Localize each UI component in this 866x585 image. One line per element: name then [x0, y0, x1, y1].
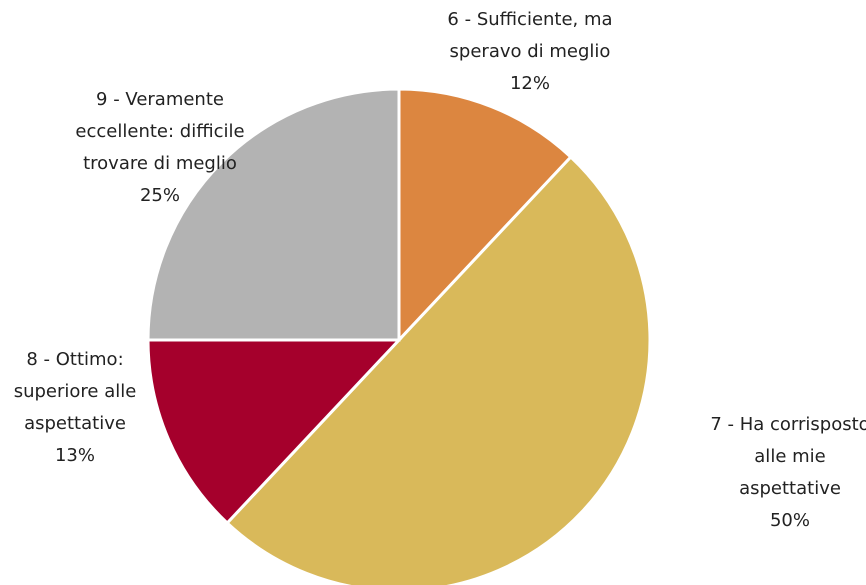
slice-label: 8 - Ottimo: superiore alle aspettative 13…: [1, 344, 149, 472]
value-label: 50%: [769, 510, 810, 531]
value-label: 13%: [54, 445, 95, 466]
slice-label: 7 - Ha corrisposto alle mie aspettative 5…: [703, 409, 866, 537]
pie-slice: [397, 87, 573, 344]
slice-label: 9 - Veramente eccellente: difficile trov…: [66, 84, 254, 212]
category-name: 7 - Ha corrisposto alle mie aspettative: [710, 414, 866, 499]
pie-slice: [146, 338, 403, 526]
value-label: 25%: [139, 185, 180, 206]
value-label: 12%: [509, 73, 550, 94]
category-name: 9 - Veramente eccellente: difficile trov…: [75, 89, 245, 174]
category-name: 6 - Sufficiente, ma speravo di meglio: [447, 9, 613, 62]
pie-slice: [225, 154, 652, 585]
category-name: 8 - Ottimo: superiore alle aspettative: [13, 349, 137, 434]
pie-slice: [146, 87, 401, 342]
slice-label: 6 - Sufficiente, ma speravo di meglio 12%: [430, 4, 630, 100]
